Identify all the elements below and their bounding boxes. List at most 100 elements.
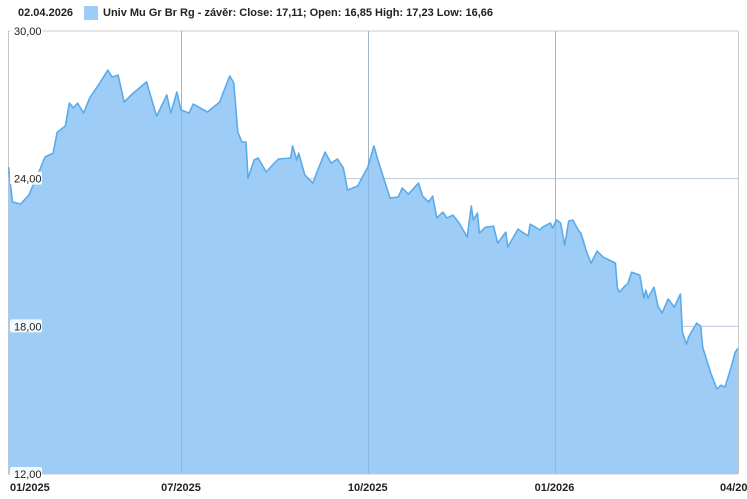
data-point — [218, 101, 221, 104]
data-point — [431, 195, 434, 198]
y-tick-label-bg — [10, 171, 42, 185]
data-point — [709, 372, 712, 375]
data-point — [484, 226, 487, 229]
data-point — [427, 201, 430, 204]
data-point — [19, 203, 22, 206]
data-point — [383, 178, 386, 181]
data-point — [240, 141, 243, 144]
data-point — [228, 75, 231, 78]
series-area — [8, 70, 738, 474]
data-point — [470, 205, 473, 208]
data-point — [111, 76, 114, 79]
data-point — [131, 93, 134, 96]
data-point — [389, 197, 392, 200]
data-point — [324, 151, 327, 154]
data-point — [397, 196, 400, 199]
data-point — [679, 293, 682, 296]
data-point — [76, 102, 79, 105]
data-point — [685, 343, 688, 346]
data-point — [571, 219, 574, 222]
data-point — [27, 194, 30, 197]
data-point — [661, 312, 664, 315]
data-point — [68, 102, 71, 105]
y-tick-label: 12,00 — [14, 469, 42, 481]
data-point — [642, 297, 645, 300]
data-point — [673, 306, 676, 309]
data-point — [606, 258, 609, 261]
data-point — [618, 291, 621, 294]
data-point — [541, 226, 544, 229]
data-point — [336, 158, 339, 161]
data-point — [724, 386, 727, 389]
data-point — [549, 222, 552, 225]
data-point — [734, 351, 737, 354]
x-tick-label: 01/2025 — [10, 482, 50, 494]
data-point — [590, 262, 593, 265]
data-point — [466, 236, 469, 239]
data-point — [145, 80, 148, 83]
data-point — [7, 166, 10, 169]
data-point — [277, 158, 280, 161]
data-point — [730, 366, 733, 369]
y-tick-label: 30,00 — [14, 26, 42, 38]
series-layer — [7, 69, 739, 474]
data-point — [98, 81, 101, 84]
data-point — [316, 171, 319, 174]
data-point — [72, 107, 75, 110]
data-point — [346, 189, 349, 192]
y-tick-label-bg — [10, 24, 42, 37]
x-tick-label: 01/2026 — [535, 482, 575, 494]
data-point — [579, 232, 582, 235]
y-tick-label-bg — [10, 319, 42, 333]
data-point — [563, 244, 566, 247]
data-point — [330, 162, 333, 165]
data-point — [356, 185, 359, 188]
data-point — [265, 171, 268, 174]
data-point — [311, 182, 314, 185]
data-point — [529, 223, 532, 226]
data-point — [667, 298, 670, 301]
data-point — [445, 217, 448, 220]
y-tick-label: 18,00 — [14, 321, 42, 333]
data-point — [271, 164, 274, 167]
data-point — [295, 159, 298, 162]
data-point — [297, 152, 300, 155]
data-point — [638, 274, 641, 277]
x-tick-label: 10/2025 — [348, 482, 388, 494]
data-point — [169, 112, 172, 115]
x-tick-label: 07/2025 — [161, 482, 201, 494]
selected-date: 02.04.2026 — [18, 7, 74, 19]
data-point — [644, 289, 647, 292]
data-point — [117, 74, 120, 77]
data-point — [596, 250, 599, 253]
data-point — [472, 219, 475, 222]
data-point — [407, 193, 410, 196]
data-point — [291, 144, 294, 147]
data-point — [699, 325, 702, 328]
data-point — [44, 156, 47, 159]
data-point — [441, 211, 444, 214]
data-point — [52, 152, 55, 155]
data-point — [175, 91, 178, 94]
data-point — [188, 112, 191, 115]
data-point — [681, 331, 684, 334]
data-point — [527, 235, 530, 238]
data-point — [372, 144, 375, 147]
data-point — [253, 159, 256, 162]
data-point — [401, 187, 404, 190]
data-point — [88, 96, 91, 99]
y-tick-label: 24,00 — [14, 174, 42, 186]
data-point — [342, 167, 345, 170]
data-point — [602, 256, 605, 259]
data-point — [236, 131, 239, 134]
data-point — [506, 246, 509, 249]
data-point — [476, 212, 479, 215]
data-point — [303, 174, 306, 177]
data-point — [11, 201, 14, 204]
data-point — [614, 262, 617, 265]
data-point — [586, 252, 589, 255]
data-point — [155, 115, 158, 118]
data-point — [82, 112, 85, 115]
